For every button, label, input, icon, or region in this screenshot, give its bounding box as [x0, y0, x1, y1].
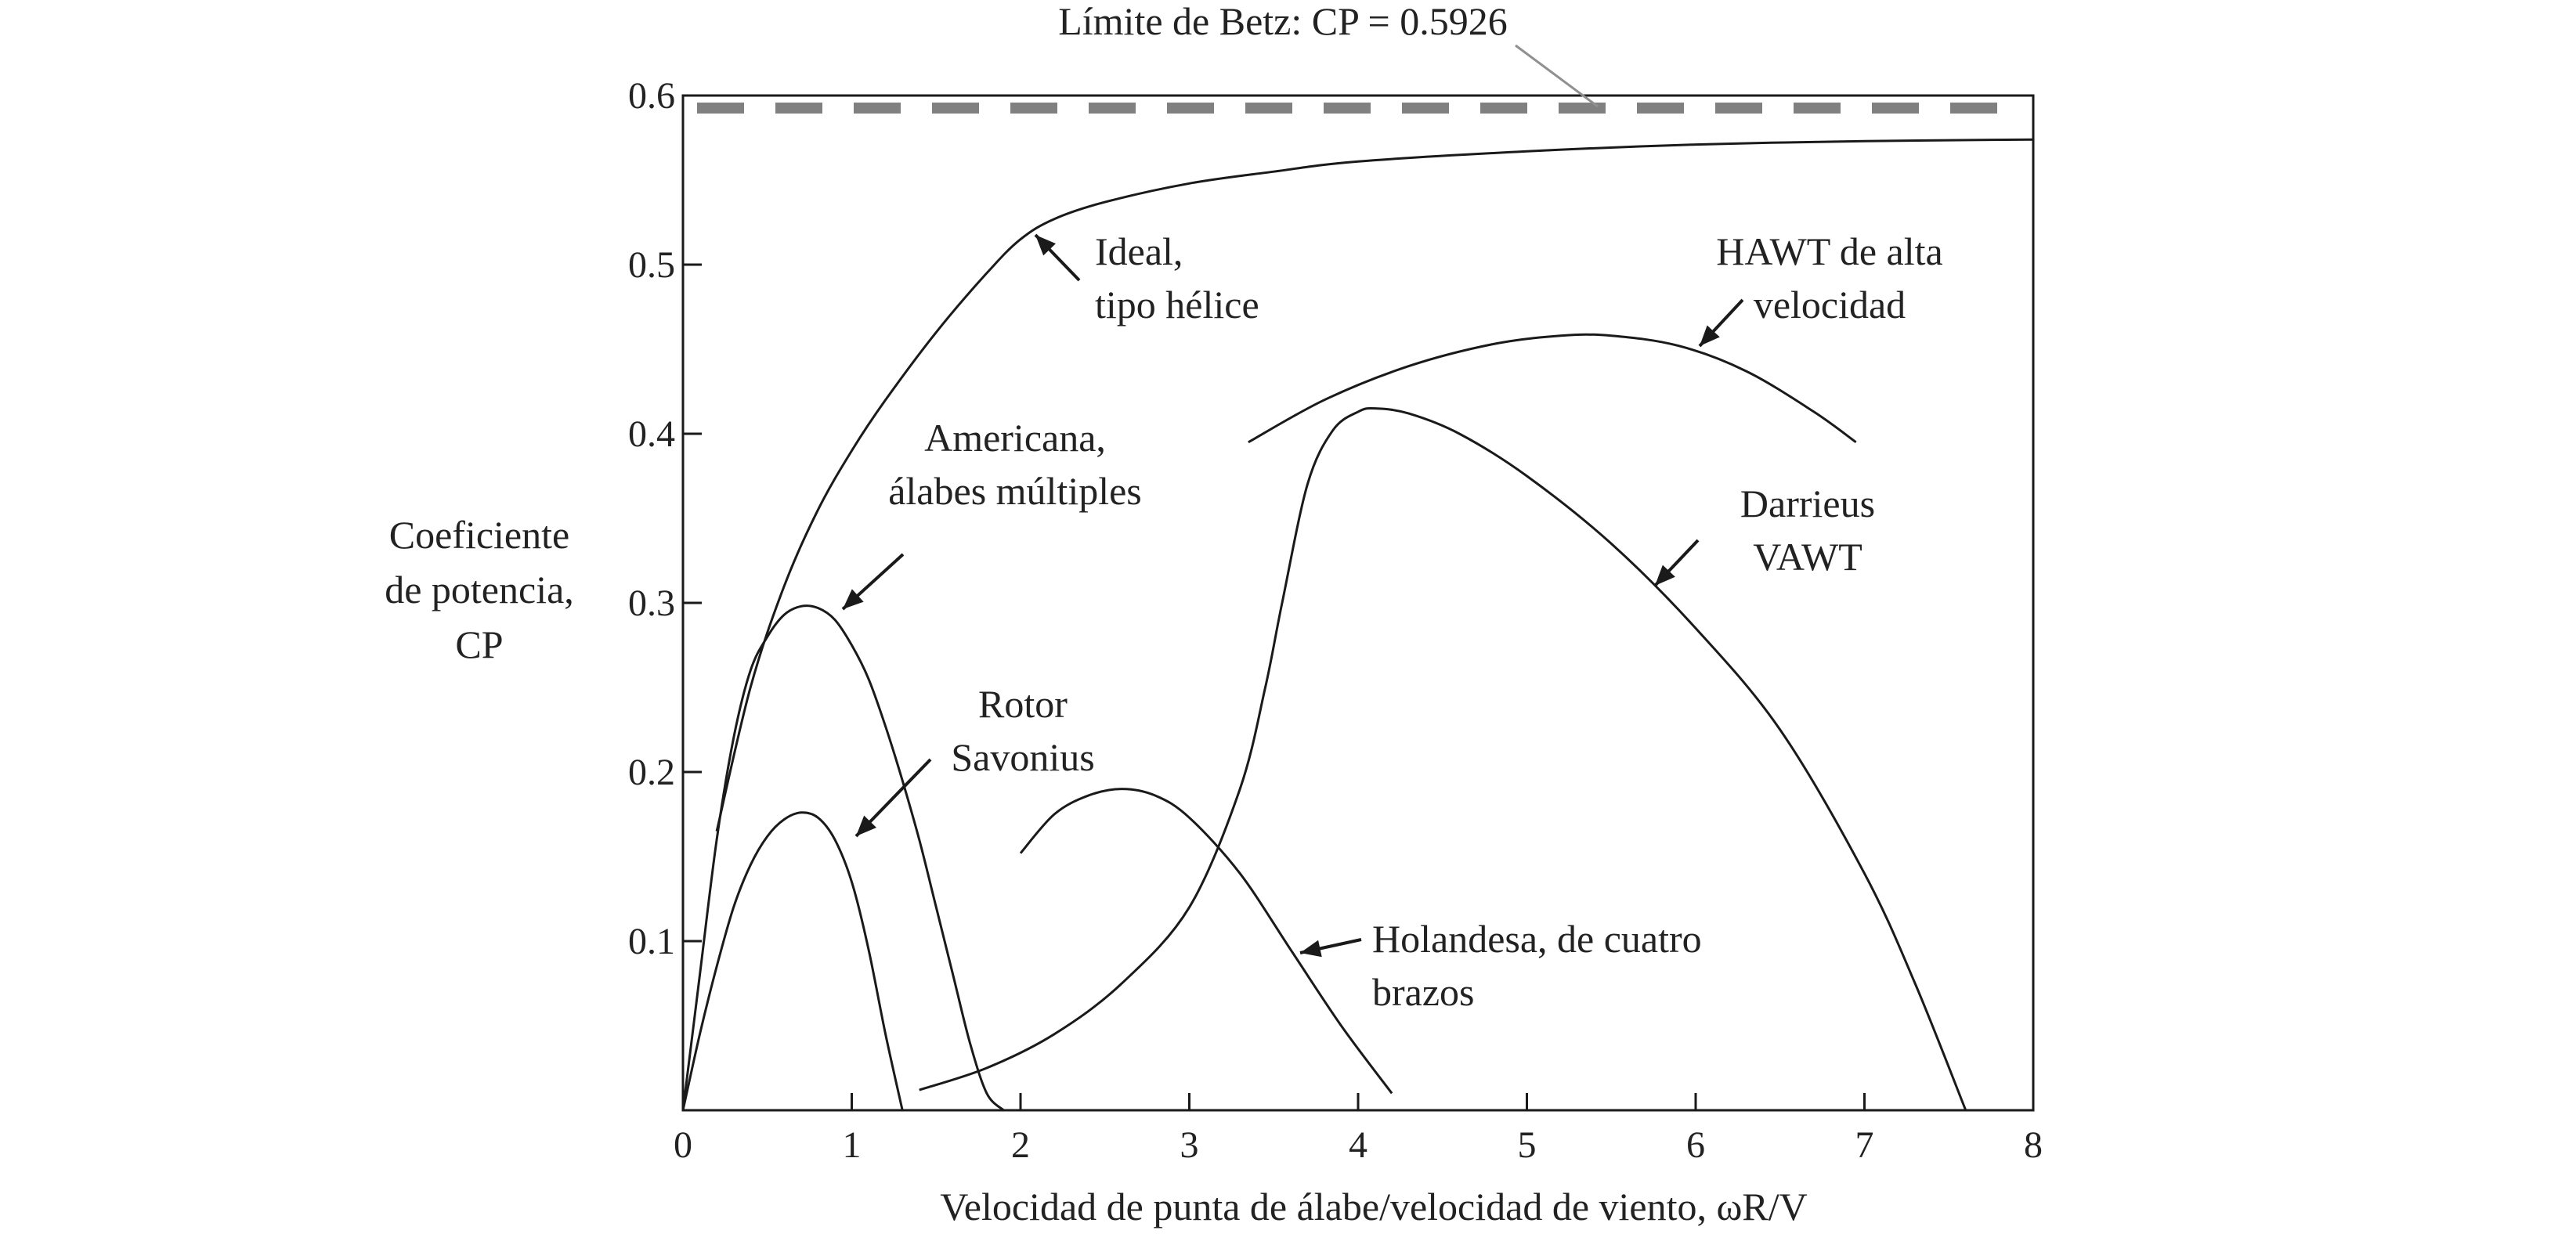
y-tick-label: 0.6	[628, 75, 675, 117]
x-tick-label: 3	[1180, 1124, 1199, 1166]
ideal-label-line: tipo hélice	[1095, 283, 1259, 326]
y-tick-label: 0.3	[628, 583, 675, 624]
curves-group	[681, 138, 2034, 1112]
americana-label-line: álabes múltiples	[888, 469, 1142, 513]
ideal-label-line: Ideal,	[1095, 229, 1183, 273]
y-axis-title-line: de potencia,	[385, 568, 574, 611]
x-tick-label: 1	[843, 1124, 862, 1166]
hawt-label-line: HAWT de alta	[1716, 229, 1942, 273]
darrieus-label-line: Darrieus	[1740, 482, 1875, 525]
savonius-label: Rotor Savonius	[951, 682, 1094, 779]
betz-label-leader	[1515, 44, 1599, 108]
savonius-arrowhead	[856, 815, 876, 836]
holandesa-curve	[1019, 788, 1393, 1095]
x-tick-label: 5	[1518, 1124, 1537, 1166]
ideal-curve	[715, 138, 2034, 832]
y-tick-label: 0.4	[628, 413, 675, 455]
x-tick-label: 7	[1855, 1124, 1874, 1166]
hawt-curve	[1248, 333, 1857, 444]
hawt-label: HAWT de alta velocidad	[1716, 229, 1942, 326]
americana-label: Americana, álabes múltiples	[888, 416, 1142, 513]
y-axis-title-line: CP	[455, 622, 503, 666]
darrieus-label: Darrieus VAWT	[1740, 482, 1875, 579]
x-tick-label: 4	[1349, 1124, 1367, 1166]
darrieus-label-line: VAWT	[1753, 535, 1862, 579]
curve-labels-group: Ideal, tipo hélice HAWT de alta velocidad Da…	[841, 229, 1943, 1014]
darrieus-arrowhead	[1655, 565, 1675, 586]
x-tick-label: 0	[674, 1124, 692, 1166]
holandesa-arrowhead	[1300, 940, 1322, 958]
americana-curve	[681, 604, 1005, 1112]
y-axis-title: Coeficiente de potencia, CP	[385, 513, 574, 666]
x-tick-label: 6	[1686, 1124, 1705, 1166]
holandesa-label-line: Holandesa, de cuatro	[1372, 917, 1702, 961]
betz-limit-label: Límite de Betz: CP = 0.5926	[1058, 0, 1508, 43]
hawt-label-line: velocidad	[1754, 283, 1906, 326]
savonius-label-line: Rotor	[978, 682, 1068, 726]
americana-label-line: Americana,	[924, 416, 1106, 460]
savonius-label-line: Savonius	[951, 735, 1094, 779]
x-tick-label: 8	[2024, 1124, 2043, 1166]
x-tick-label: 2	[1011, 1124, 1030, 1166]
x-axis-title: Velocidad de punta de álabe/velocidad de…	[940, 1185, 1808, 1228]
hawt-arrowhead	[1700, 325, 1720, 346]
y-tick-label: 0.5	[628, 244, 675, 286]
americana-arrowhead	[843, 589, 864, 609]
ideal-label: Ideal, tipo hélice	[1095, 229, 1259, 326]
axis-ticks-group: 0 1 2 3 4 5 6 7 8 0.1 0.2 0.3 0.4 0.5 0.6	[628, 75, 2043, 1166]
savonius-curve	[681, 811, 904, 1111]
y-tick-label: 0.1	[628, 921, 675, 962]
ideal-arrowhead	[1035, 235, 1056, 256]
y-axis-title-line: Coeficiente	[389, 513, 569, 557]
holandesa-label-line: brazos	[1372, 970, 1475, 1014]
y-tick-label: 0.2	[628, 752, 675, 793]
holandesa-label: Holandesa, de cuatro brazos	[1372, 917, 1702, 1014]
darrieus-curve	[919, 406, 1967, 1111]
